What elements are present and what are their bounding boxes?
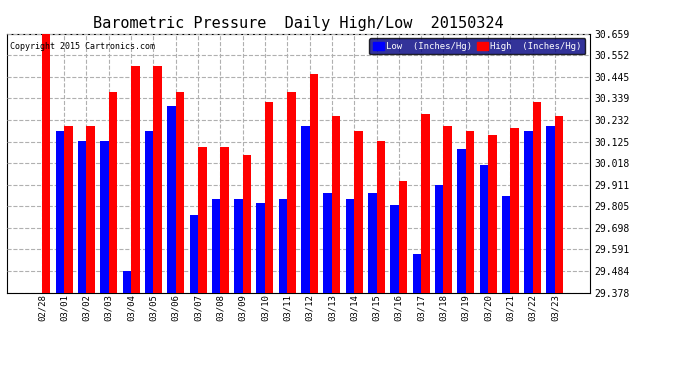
Bar <box>524 130 533 292</box>
Bar <box>546 126 555 292</box>
Bar <box>413 254 421 292</box>
Bar <box>153 66 162 292</box>
Bar <box>457 148 466 292</box>
Bar <box>346 199 354 292</box>
Bar <box>301 126 310 292</box>
Bar <box>198 147 206 292</box>
Bar <box>78 141 86 292</box>
Bar <box>176 92 184 292</box>
Bar <box>56 130 64 292</box>
Bar <box>220 147 229 292</box>
Bar <box>391 205 399 292</box>
Bar <box>234 199 243 292</box>
Bar <box>109 92 117 292</box>
Bar <box>86 126 95 292</box>
Bar <box>42 34 50 292</box>
Bar <box>131 66 139 292</box>
Bar <box>324 193 332 292</box>
Bar <box>279 199 287 292</box>
Bar <box>190 215 198 292</box>
Bar <box>212 199 220 292</box>
Bar <box>123 271 131 292</box>
Bar <box>265 102 273 292</box>
Title: Barometric Pressure  Daily High/Low  20150324: Barometric Pressure Daily High/Low 20150… <box>93 16 504 31</box>
Bar <box>368 193 377 292</box>
Bar <box>511 129 519 292</box>
Bar <box>145 130 153 292</box>
Bar <box>399 181 407 292</box>
Bar <box>243 155 251 292</box>
Bar <box>257 203 265 292</box>
Text: Copyright 2015 Cartronics.com: Copyright 2015 Cartronics.com <box>10 42 155 51</box>
Bar <box>435 185 444 292</box>
Bar <box>502 196 511 292</box>
Bar <box>488 135 497 292</box>
Bar <box>421 114 430 292</box>
Bar <box>480 165 488 292</box>
Bar <box>444 126 452 292</box>
Bar <box>64 126 72 292</box>
Legend: Low  (Inches/Hg), High  (Inches/Hg): Low (Inches/Hg), High (Inches/Hg) <box>369 38 585 54</box>
Bar <box>287 92 296 292</box>
Bar <box>100 141 109 292</box>
Bar <box>167 106 176 292</box>
Bar <box>332 116 340 292</box>
Bar <box>533 102 541 292</box>
Bar <box>377 141 385 292</box>
Bar <box>310 74 318 292</box>
Bar <box>555 116 564 292</box>
Bar <box>466 130 474 292</box>
Bar <box>354 130 363 292</box>
